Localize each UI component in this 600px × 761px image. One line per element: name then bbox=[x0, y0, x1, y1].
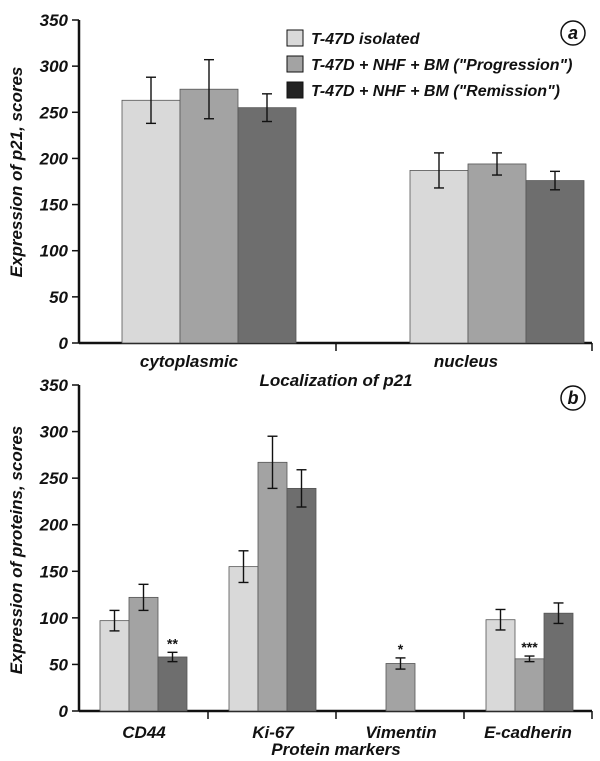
panel-b-y-tick-label: 350 bbox=[40, 376, 69, 395]
panel-a-y-tick-label: 50 bbox=[49, 288, 68, 307]
panel-b-bar bbox=[99, 620, 130, 712]
panel-b-y-tick-label: 250 bbox=[39, 469, 69, 488]
legend-swatch-progression bbox=[286, 55, 304, 73]
panel-b-significance-marker: * bbox=[398, 641, 404, 657]
panel-b-bar bbox=[543, 612, 574, 712]
panel-a-y-tick-label: 200 bbox=[39, 149, 69, 168]
panel-b-x-axis-label: Protein markers bbox=[271, 740, 400, 759]
panel-a-bar bbox=[467, 163, 527, 344]
panel-a-y-tick-label: 350 bbox=[40, 11, 69, 30]
panel-b-label: b bbox=[568, 388, 579, 408]
panel-a-bar bbox=[409, 170, 469, 344]
legend-entry: T-47D + NHF + BM ("Progression") bbox=[311, 57, 572, 74]
panel-b-bar bbox=[514, 658, 545, 712]
panel-b-significance-marker: *** bbox=[521, 639, 538, 655]
panel-b-category-label: Vimentin bbox=[365, 723, 436, 742]
panel-b-y-tick-label: 300 bbox=[40, 423, 69, 442]
panel-a-x-axis-label: Localization of p21 bbox=[259, 371, 412, 390]
panel-a-bar bbox=[179, 88, 239, 344]
panel-a-y-tick-label: 150 bbox=[40, 196, 69, 215]
panel-b-category-label: E-cadherin bbox=[484, 723, 572, 742]
panel-a-bar bbox=[237, 107, 297, 344]
panel-b-bar bbox=[286, 487, 317, 712]
panel-b-bar bbox=[228, 566, 259, 712]
panel-a-y-tick-label: 100 bbox=[40, 242, 69, 261]
legend-entry: T-47D + NHF + BM ("Remission") bbox=[311, 83, 560, 100]
panel-b-significance-marker: ** bbox=[167, 635, 178, 651]
panel-b-bar bbox=[128, 596, 159, 712]
panel-b-y-tick-label: 50 bbox=[49, 655, 68, 674]
panel-b-bar bbox=[257, 461, 288, 712]
panel-a-bar bbox=[525, 180, 585, 344]
panel-b-label-circle bbox=[560, 385, 586, 411]
panel-b-y-tick-label: 150 bbox=[40, 562, 69, 581]
panel-a-label-circle bbox=[560, 20, 586, 46]
panel-a-y-tick-label: 300 bbox=[40, 57, 69, 76]
panel-b-y-tick-label: 200 bbox=[39, 516, 69, 535]
panel-a-label: a bbox=[568, 23, 578, 43]
panel-b-category-label: CD44 bbox=[122, 723, 166, 742]
panel-b-bar bbox=[157, 656, 188, 712]
panel-a-bar bbox=[121, 99, 181, 344]
legend-swatch-remission bbox=[286, 81, 304, 99]
panel-a-y-tick-label: 250 bbox=[39, 103, 69, 122]
panel-b-y-tick-label: 100 bbox=[40, 609, 69, 628]
panel-a-chart: 0 50 100 150 200 250 300 350 cytoplasmic nucleu… bbox=[7, 11, 593, 390]
panel-a-y-tick-label: 0 bbox=[59, 334, 69, 353]
legend-entry: T-47D isolated bbox=[311, 31, 421, 48]
panel-a-category-label: nucleus bbox=[434, 352, 498, 371]
legend: T-47D isolated T-47D + NHF + BM ("Progre… bbox=[286, 29, 572, 100]
legend-swatch-isolated bbox=[286, 29, 304, 47]
panel-b-category-label: Ki-67 bbox=[252, 723, 295, 742]
panel-a-category-label: cytoplasmic bbox=[140, 352, 239, 371]
panel-a-y-axis-label: Expression of p21, scores bbox=[7, 67, 26, 278]
panel-b-bar bbox=[485, 619, 516, 712]
panel-b-y-tick-label: 0 bbox=[59, 702, 69, 721]
panel-b-bar bbox=[385, 663, 416, 712]
panel-b-y-axis-label: Expression of proteins, scores bbox=[7, 426, 26, 674]
